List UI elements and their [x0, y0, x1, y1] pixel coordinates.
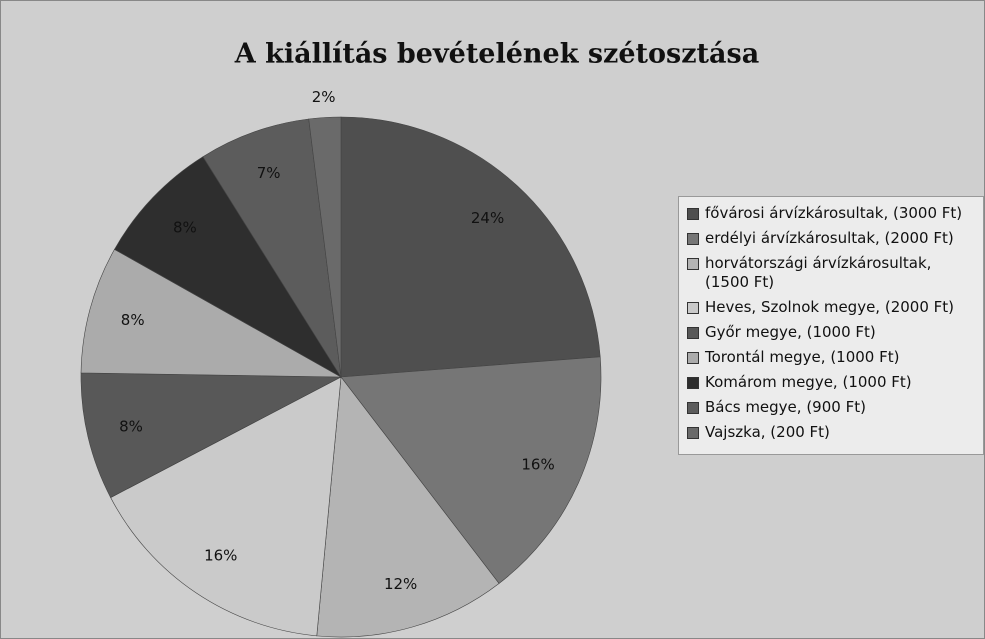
legend-item: horvátországi árvízkárosultak, (1500 Ft) — [685, 254, 977, 292]
legend-swatch — [687, 302, 699, 314]
legend-swatch — [687, 327, 699, 339]
legend-item: Győr megye, (1000 Ft) — [685, 323, 977, 342]
legend-label: horvátországi árvízkárosultak, (1500 Ft) — [705, 254, 932, 291]
legend-swatch — [687, 377, 699, 389]
pie-slice — [110, 376, 342, 637]
legend-swatch — [687, 352, 699, 364]
data-label: 8% — [121, 311, 145, 329]
legend-label: fővárosi árvízkárosultak, (3000 Ft) — [705, 204, 963, 222]
chart-title: A kiállítás bevételének szétosztása — [234, 39, 759, 70]
pie-slice — [80, 248, 342, 378]
legend-label: Heves, Szolnok megye, (2000 Ft) — [705, 298, 955, 316]
pie-slice — [80, 372, 342, 498]
legend-item: Bács megye, (900 Ft) — [685, 398, 977, 417]
data-label: 12% — [384, 575, 417, 593]
pie-slice — [114, 156, 342, 378]
legend-item: Torontál megye, (1000 Ft) — [685, 348, 977, 367]
legend-label: Komárom megye, (1000 Ft) — [705, 373, 912, 391]
data-label: 8% — [119, 417, 143, 435]
legend-item: erdélyi árvízkárosultak, (2000 Ft) — [685, 229, 977, 248]
pie-slice — [340, 116, 601, 378]
legend-item: Komárom megye, (1000 Ft) — [685, 373, 977, 392]
legend-swatch — [687, 233, 699, 245]
legend-swatch — [687, 208, 699, 220]
data-label: 8% — [173, 219, 197, 237]
legend-swatch — [687, 258, 699, 270]
pie-slice — [340, 356, 602, 584]
legend-item: Vajszka, (200 Ft) — [685, 423, 977, 442]
data-label: 7% — [257, 164, 281, 182]
data-label: 16% — [521, 455, 554, 473]
legend-label: Győr megye, (1000 Ft) — [705, 323, 876, 341]
pie-slice — [316, 376, 500, 638]
legend: fővárosi árvízkárosultak, (3000 Ft) erdél… — [678, 196, 984, 455]
legend-label: Bács megye, (900 Ft) — [705, 398, 866, 416]
data-label: 24% — [471, 209, 504, 227]
legend-swatch — [687, 427, 699, 439]
pie-slice — [202, 118, 342, 378]
legend-label: Torontál megye, (1000 Ft) — [705, 348, 900, 366]
legend-item: fővárosi árvízkárosultak, (3000 Ft) — [685, 204, 977, 223]
legend-swatch — [687, 402, 699, 414]
legend-label: erdélyi árvízkárosultak, (2000 Ft) — [705, 229, 954, 247]
data-label: 16% — [204, 547, 237, 565]
legend-item: Heves, Szolnok megye, (2000 Ft) — [685, 298, 977, 317]
legend-label: Vajszka, (200 Ft) — [705, 423, 830, 441]
pie-slice — [308, 116, 342, 378]
data-label: 2% — [312, 88, 336, 106]
